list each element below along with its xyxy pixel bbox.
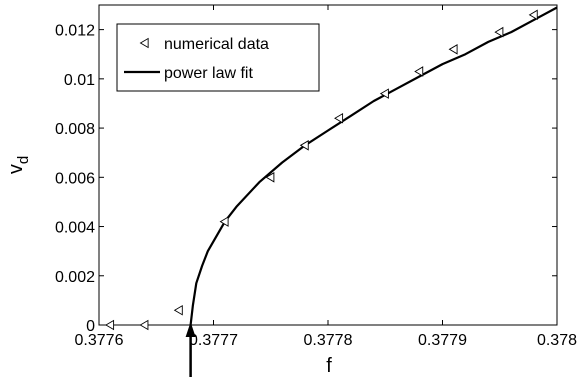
data-point xyxy=(379,88,389,99)
x-tick-label: 0.3776 xyxy=(75,332,124,349)
fit-line-series xyxy=(189,6,558,326)
data-marker-series xyxy=(105,9,538,331)
x-tick-label: 0.378 xyxy=(537,332,577,349)
data-point xyxy=(494,26,504,38)
data-point xyxy=(448,44,458,55)
y-axis-label-main: v xyxy=(5,164,27,174)
data-point xyxy=(528,9,538,21)
data-point xyxy=(139,319,149,331)
x-tick-label: 0.3778 xyxy=(304,332,353,349)
power-law-fit-line xyxy=(189,6,558,326)
y-axis-ticks: 0 0.002 0.004 0.006 0.008 0.01 0.012 xyxy=(55,23,557,335)
legend-box xyxy=(116,23,320,92)
y-tick-label: 0.008 xyxy=(55,121,95,138)
y-axis-label-subscript: d xyxy=(15,156,32,164)
y-tick-label: 0.01 xyxy=(64,72,95,89)
legend: numerical data power law fit xyxy=(116,23,320,92)
data-point xyxy=(265,172,275,183)
y-tick-label: 0.004 xyxy=(55,220,95,237)
y-tick-label: 0.006 xyxy=(55,170,95,187)
legend-label-power-law-fit: power law fit xyxy=(164,65,253,82)
x-axis-label: f xyxy=(326,355,332,377)
data-point xyxy=(414,66,424,77)
legend-marker-icon xyxy=(139,37,149,49)
y-tick-label: 0.002 xyxy=(55,269,95,286)
x-axis-ticks: 0.3776 0.3777 0.3778 0.3779 0.378 xyxy=(75,5,577,349)
data-point xyxy=(105,319,115,331)
data-point xyxy=(299,140,309,151)
y-tick-label: 0.012 xyxy=(55,23,95,40)
y-axis-label: vd xyxy=(5,156,32,174)
arrow-head xyxy=(185,322,196,337)
data-point xyxy=(334,112,344,124)
annotation-arrow xyxy=(185,322,196,377)
x-tick-label: 0.3779 xyxy=(418,332,467,349)
data-point xyxy=(173,304,183,316)
x-tick-label: 0.3777 xyxy=(189,332,238,349)
data-point xyxy=(219,216,229,227)
y-tick-label: 0 xyxy=(86,318,95,335)
legend-label-numerical-data: numerical data xyxy=(164,36,269,53)
